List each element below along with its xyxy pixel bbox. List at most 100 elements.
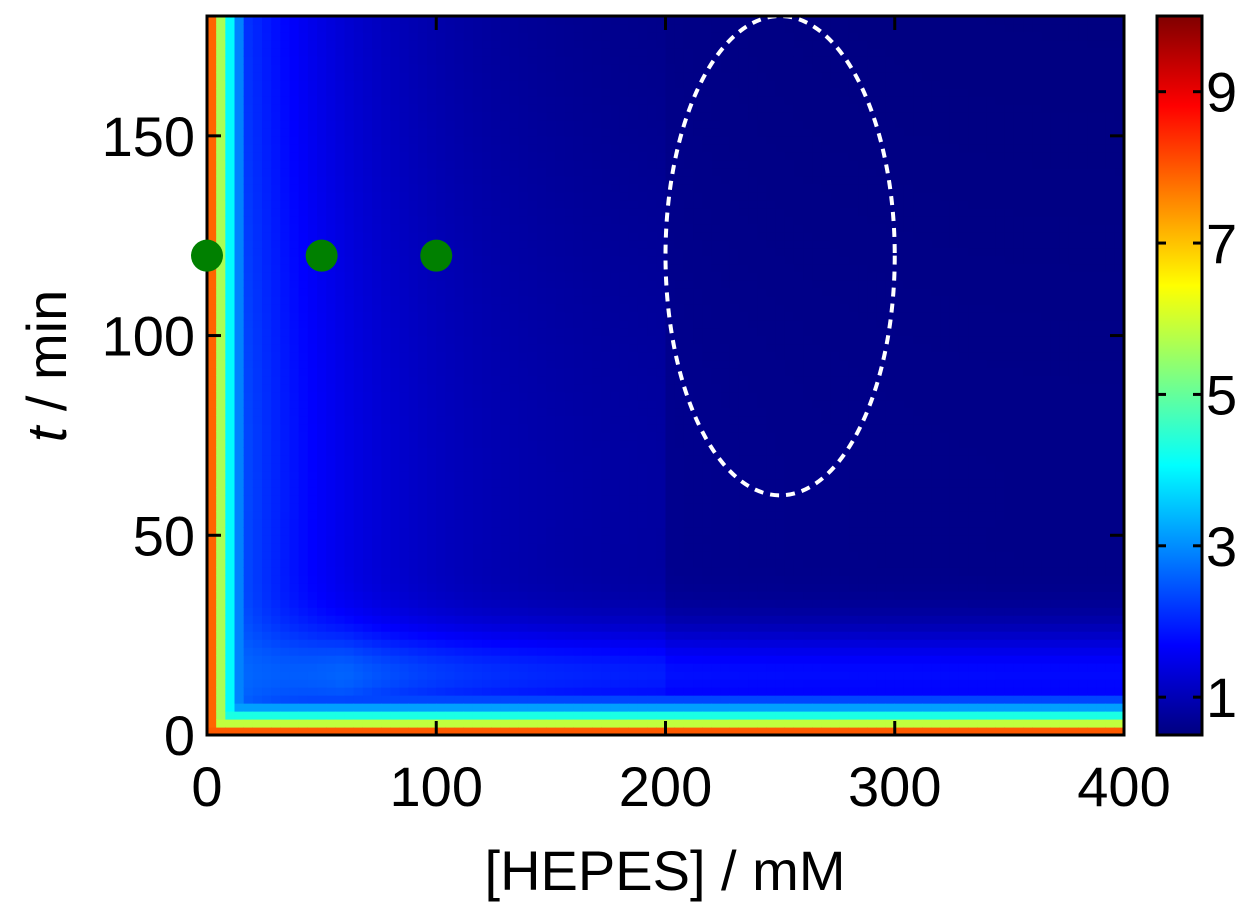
heatmap-cell [601, 663, 612, 672]
heatmap-cell [693, 375, 703, 385]
heatmap-cell [463, 655, 474, 664]
heatmap-cell [390, 63, 401, 73]
heatmap-cell [436, 679, 447, 688]
heatmap-cell [518, 631, 529, 640]
heatmap-cell [408, 599, 419, 608]
heatmap-cell [234, 295, 245, 305]
heatmap-cell [362, 423, 373, 433]
heatmap-cell [298, 695, 309, 704]
heatmap-cell [372, 103, 382, 113]
heatmap-cell [592, 335, 602, 345]
heatmap-cell [711, 399, 722, 409]
heatmap-cell [445, 559, 456, 568]
heatmap-cell [381, 647, 391, 656]
heatmap-cell [693, 319, 703, 329]
heatmap-cell [656, 439, 667, 448]
heatmap-cell [500, 543, 511, 552]
heatmap-cell [592, 79, 602, 89]
heatmap-cell [582, 551, 593, 560]
heatmap-cell [307, 39, 318, 49]
heatmap-cell [399, 495, 410, 504]
heatmap-cell [711, 431, 722, 441]
heatmap-cell [326, 399, 336, 409]
heatmap-cell [647, 335, 657, 345]
heatmap-cell [317, 167, 327, 177]
heatmap-cell [362, 263, 373, 273]
heatmap-cell [656, 487, 667, 496]
heatmap-cell [564, 431, 575, 441]
heatmap-cell [518, 487, 529, 496]
heatmap-cell [555, 231, 566, 241]
heatmap-cell [372, 375, 382, 385]
heatmap-cell [408, 575, 419, 584]
heatmap-cell [472, 71, 483, 81]
heatmap-cell [482, 575, 492, 584]
heatmap-cell [592, 615, 602, 624]
heatmap-cell [454, 255, 465, 265]
heatmap-cell [372, 303, 382, 313]
heatmap-cell [344, 415, 355, 425]
heatmap-cell [298, 711, 309, 720]
heatmap-cell [289, 16, 300, 25]
heatmap-cell [628, 471, 639, 480]
heatmap-cell [445, 471, 456, 480]
heatmap-cell [637, 431, 648, 441]
heatmap-cell [454, 159, 465, 169]
heatmap-cell [317, 479, 327, 488]
heatmap-cell [573, 351, 584, 361]
heatmap-cell [307, 519, 318, 528]
heatmap-cell [555, 647, 566, 656]
heatmap-cell [427, 55, 437, 65]
heatmap-cell [216, 103, 226, 113]
heatmap-cell [289, 495, 300, 504]
heatmap-cell [537, 663, 547, 672]
heatmap-cell [362, 47, 373, 57]
heatmap-cell [298, 55, 309, 65]
heatmap-cell [207, 463, 217, 472]
heatmap-cell [482, 399, 492, 409]
heatmap-cell [472, 583, 483, 592]
heatmap-cell [216, 719, 226, 728]
heatmap-cell [344, 239, 355, 249]
heatmap-cell [207, 351, 217, 361]
heatmap-cell [527, 511, 538, 520]
heatmap-cell [390, 439, 401, 448]
heatmap-cell [601, 303, 612, 313]
heatmap-cell [344, 287, 355, 297]
heatmap-cell [362, 727, 373, 735]
heatmap-cell [298, 95, 309, 105]
heatmap-cell [289, 479, 300, 488]
heatmap-cell [344, 479, 355, 488]
heatmap-cell [472, 103, 483, 113]
heatmap-cell [335, 335, 346, 345]
heatmap-cell [353, 695, 364, 704]
heatmap-cell [298, 519, 309, 528]
heatmap-cell [601, 527, 612, 536]
heatmap-cell [463, 327, 474, 337]
heatmap-cell [335, 447, 346, 456]
heatmap-cell [445, 631, 456, 640]
heatmap-cell [381, 471, 391, 480]
heatmap-cell [582, 519, 593, 528]
heatmap-cell [234, 231, 245, 241]
heatmap-cell [344, 511, 355, 520]
heatmap-cell [216, 663, 226, 672]
heatmap-cell [353, 247, 364, 257]
heatmap-cell [482, 159, 492, 169]
heatmap-cell [207, 559, 217, 568]
heatmap-cell [546, 343, 557, 353]
heatmap-cell [628, 31, 639, 41]
heatmap-cell [656, 343, 667, 353]
heatmap-cell [592, 455, 602, 464]
heatmap-cell [417, 71, 428, 81]
heatmap-cell [693, 623, 703, 632]
heatmap-cell [683, 471, 694, 480]
heatmap-cell [289, 439, 300, 448]
heatmap-cell [252, 703, 263, 712]
heatmap-cell [225, 687, 236, 696]
heatmap-cell [216, 135, 226, 145]
heatmap-cell [491, 143, 502, 153]
heatmap-cell [500, 151, 511, 161]
heatmap-cell [683, 39, 694, 49]
heatmap-cell [527, 647, 538, 656]
